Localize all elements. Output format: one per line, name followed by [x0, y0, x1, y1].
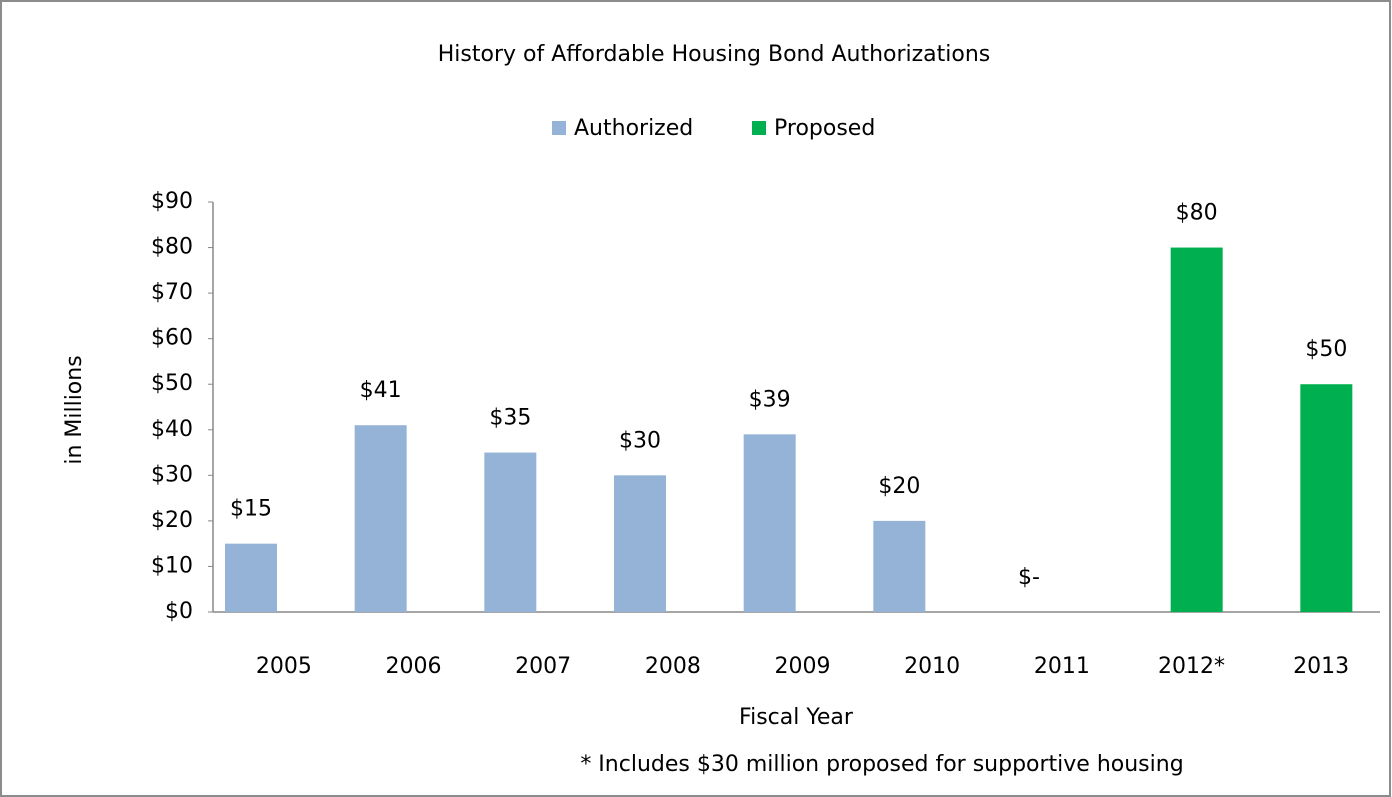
data-label: $50 [1305, 337, 1347, 362]
x-tick-label: 2013 [1293, 654, 1349, 679]
bar [225, 543, 277, 612]
legend-label: Authorized [574, 116, 693, 141]
data-label: $80 [1176, 201, 1218, 226]
bar [873, 520, 926, 612]
data-label: $39 [749, 387, 791, 412]
legend-label: Proposed [774, 116, 875, 141]
x-tick-label: 2008 [645, 654, 701, 679]
legend-swatch [752, 121, 766, 135]
x-tick-label: 2006 [386, 654, 442, 679]
data-label: $30 [619, 428, 661, 453]
data-label: $20 [878, 474, 920, 499]
legend-swatch [552, 121, 566, 135]
bar [1170, 247, 1223, 613]
bar [743, 434, 796, 612]
y-tick-label: $40 [151, 417, 193, 442]
x-tick-label: 2010 [904, 654, 960, 679]
x-tick-label: 2009 [775, 654, 831, 679]
bar [484, 452, 537, 612]
chart-title: History of Affordable Housing Bond Autho… [438, 42, 991, 67]
x-axis-title: Fiscal Year [739, 705, 854, 730]
y-tick-label: $70 [151, 280, 193, 305]
y-tick-label: $0 [165, 599, 193, 624]
data-label: $- [1018, 565, 1040, 590]
x-tick-label: 2007 [515, 654, 571, 679]
footnote: * Includes $30 million proposed for supp… [580, 752, 1183, 777]
y-axis-title: in Millions [62, 355, 87, 464]
y-tick-label: $30 [151, 462, 193, 487]
x-tick-label: 2005 [256, 654, 312, 679]
y-tick-label: $50 [151, 371, 193, 396]
bar [354, 425, 407, 612]
bar [614, 475, 666, 612]
y-tick-label: $10 [151, 553, 193, 578]
y-tick-label: $80 [151, 235, 193, 260]
y-tick-label: $20 [151, 508, 193, 533]
bar [1300, 384, 1353, 612]
x-tick-label: 2011 [1034, 654, 1090, 679]
data-label: $35 [489, 406, 531, 431]
y-tick-label: $60 [151, 326, 193, 351]
data-label: $41 [360, 378, 402, 403]
data-label: $15 [230, 497, 272, 522]
x-tick-label: 2012* [1158, 654, 1225, 679]
y-tick-label: $90 [151, 189, 193, 214]
